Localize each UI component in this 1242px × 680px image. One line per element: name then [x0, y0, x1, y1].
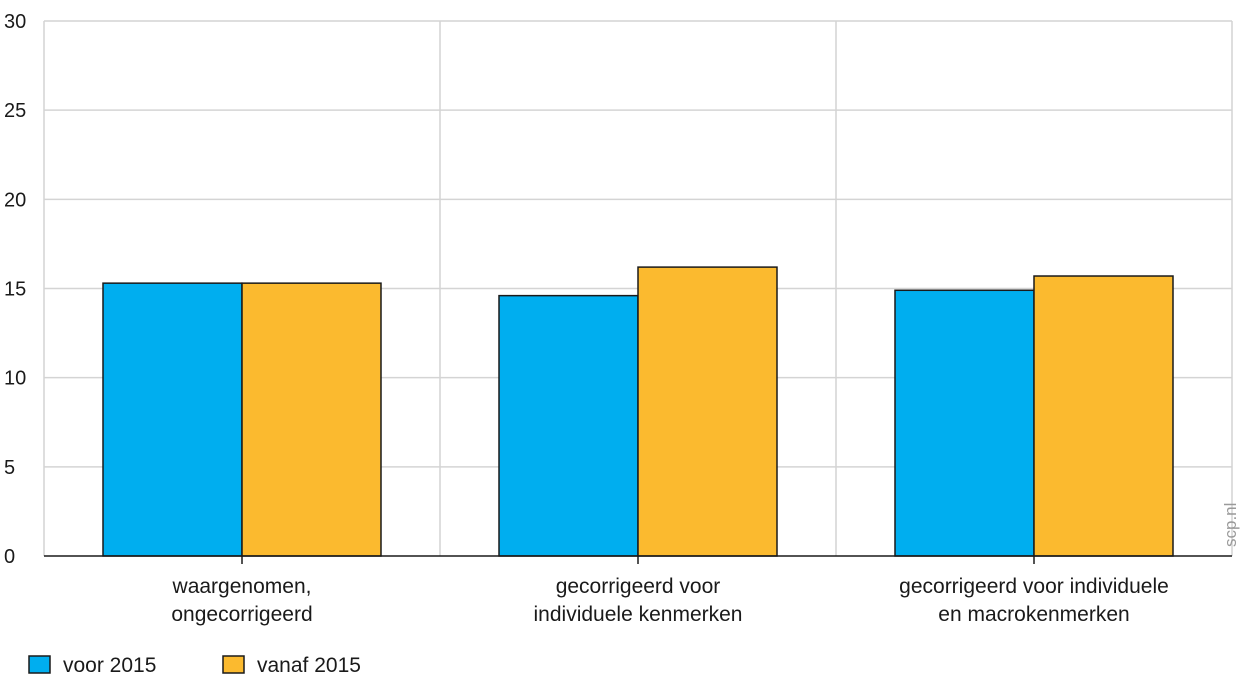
- bars: [102, 266, 1174, 557]
- watermark-text: scp.nl: [1221, 503, 1240, 547]
- y-tick-label: 25: [4, 100, 26, 122]
- x-category-label: waargenomen,: [172, 575, 312, 598]
- y-tick-label: 10: [4, 368, 26, 390]
- bar-voor-2015-cat-2: [498, 294, 639, 557]
- y-axis-ticks: 0 5 10 15 20 25 30: [4, 11, 26, 568]
- y-tick-label: 20: [4, 189, 26, 211]
- y-tick-label: 5: [4, 457, 15, 479]
- x-category-label: gecorrigeerd voor individuele: [899, 575, 1169, 598]
- x-axis-categories: waargenomen, ongecorrigeerd gecorrigeerd v…: [171, 556, 1169, 626]
- bar-vanaf-2015-cat-1: [241, 282, 382, 557]
- legend-label: vanaf 2015: [257, 654, 361, 677]
- legend: voor 2015 vanaf 2015: [28, 654, 361, 677]
- legend-label: voor 2015: [63, 654, 156, 677]
- x-category-label: en macrokenmerken: [938, 603, 1129, 626]
- x-category-label: ongecorrigeerd: [171, 603, 312, 626]
- x-category-label: gecorrigeerd voor: [556, 575, 721, 598]
- y-tick-label: 15: [4, 279, 26, 301]
- bar-voor-2015-cat-1: [102, 282, 243, 557]
- y-tick-label: 30: [4, 11, 26, 33]
- legend-swatch: [222, 655, 245, 674]
- bar-vanaf-2015-cat-2: [637, 266, 778, 557]
- legend-swatch: [28, 655, 51, 674]
- bar-voor-2015-cat-3: [894, 289, 1035, 557]
- y-tick-label: 0: [4, 546, 15, 568]
- x-category-label: individuele kenmerken: [534, 603, 743, 626]
- bar-vanaf-2015-cat-3: [1033, 275, 1174, 557]
